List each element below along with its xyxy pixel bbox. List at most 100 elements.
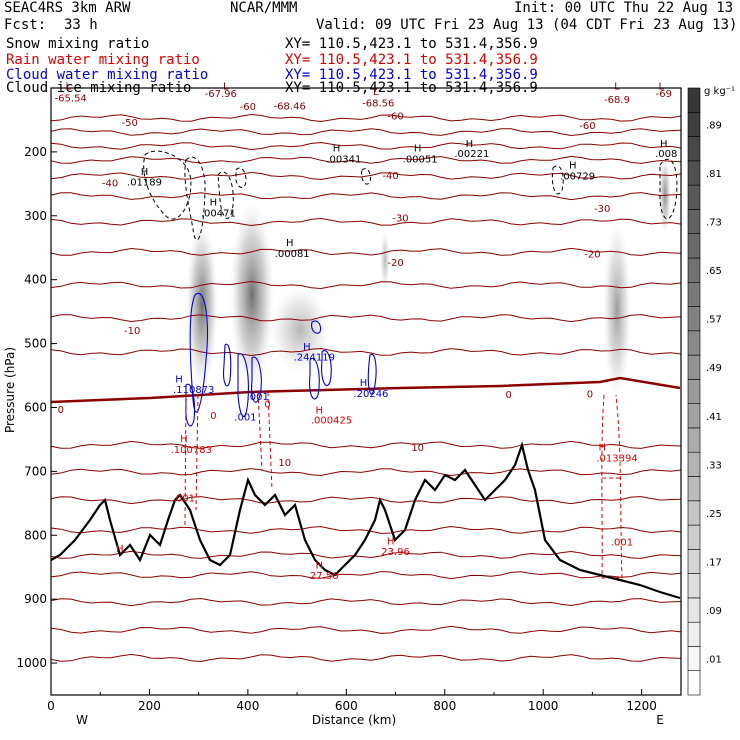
colorbar-swatch: [687, 500, 701, 526]
extremum-label: L: [223, 81, 229, 92]
y-tick-label: 700: [24, 464, 47, 478]
colorbar-label: .33: [706, 460, 722, 471]
isotherm-label: -60: [579, 121, 595, 132]
x-axis-title: Distance (km): [312, 713, 396, 727]
colorbar-swatch: [687, 112, 701, 137]
y-tick-label: 500: [24, 337, 47, 351]
isotherm-line: [50, 247, 682, 256]
extremum-label: L: [614, 81, 620, 92]
y-tick-label: 900: [24, 592, 47, 606]
cloud-water-contours: [185, 292, 377, 427]
extremum-label: .001: [247, 392, 269, 403]
isotherm-label: -10: [124, 326, 140, 337]
colorbar-swatch: [687, 209, 701, 234]
legend-snow-label: Snow mixing ratio: [6, 36, 150, 52]
isotherm-label: 0: [587, 389, 593, 400]
extremum-label: .244119: [294, 352, 335, 363]
colorbar-label: .09: [706, 606, 722, 617]
extremum-label: H: [116, 544, 124, 555]
extremum-label: 23.96: [381, 547, 410, 558]
colorbar-swatch: [687, 257, 701, 283]
extremum-label: L: [65, 81, 71, 92]
isotherm-line: [50, 525, 682, 534]
legend-rain-label: Rain water mixing ratio: [6, 52, 200, 68]
organization-label: NCAR/MMM: [230, 0, 298, 16]
forecast-hours: 33 h: [64, 17, 98, 33]
isotherm-label: -20: [584, 249, 600, 260]
extremum-label: H: [569, 161, 577, 172]
temperature-contours: [50, 113, 682, 663]
y-tick-label: 800: [24, 528, 47, 542]
isotherm-label: -60: [387, 111, 403, 122]
x-tick-label: 200: [138, 699, 161, 713]
colorbar-swatch: [687, 621, 701, 647]
extremum-label: H: [303, 342, 311, 353]
colorbar-swatch: [687, 403, 701, 429]
extremum-label: -67.96: [205, 89, 237, 100]
colorbar-label: .41: [706, 412, 722, 423]
colorbar-unit: g kg⁻¹: [704, 86, 735, 97]
isotherm-label: -20: [387, 258, 403, 269]
extremum-label: .000425: [311, 416, 352, 427]
colorbar-swatch: [687, 548, 701, 574]
colorbar-label: .89: [706, 120, 722, 131]
rain-contours: [184, 391, 623, 579]
extremum-label: .001: [234, 412, 256, 423]
colorbar-label: .01: [706, 655, 722, 666]
isotherm-line: [50, 625, 682, 634]
isotherm-label: -30: [594, 204, 610, 215]
isotherm-line: [50, 597, 682, 607]
colorbar-swatch: [687, 476, 701, 502]
y-axis-title: Pressure (hPa): [3, 347, 17, 433]
axes: 0 200 400 600 800 1000 1200 200300400500600700…: [3, 87, 682, 727]
colorbar-swatch: [687, 524, 701, 550]
y-tick-label: 300: [24, 209, 47, 223]
isotherm-label: 0: [58, 405, 64, 416]
isotherm-line: [50, 440, 682, 449]
extremum-label: .001: [611, 538, 633, 549]
isotherm-label: -50: [122, 118, 138, 129]
extremum-label: -68.46: [274, 101, 306, 112]
y-tick-label: 600: [24, 400, 47, 414]
extremum-label: H: [387, 536, 395, 547]
colorbar-swatch: [687, 306, 701, 332]
x-tick-label: 0: [47, 699, 55, 713]
isotherm-label: -40: [382, 171, 398, 182]
valid-time: Valid: 09 UTC Fri 23 Aug 13 (04 CDT Fri …: [316, 17, 738, 33]
extremum-label: H: [180, 434, 188, 445]
colorbar-swatch: [687, 573, 701, 599]
isotherm-line: [50, 217, 682, 227]
legend-cloud-water-label: Cloud water mixing ratio: [6, 67, 209, 83]
extremum-label: H: [466, 139, 474, 150]
colorbar-swatch: [687, 646, 701, 672]
extremum-label: .00221: [454, 149, 489, 160]
x-tick-label: 800: [433, 699, 456, 713]
colorbar-swatch: [687, 451, 701, 477]
snow-contours: [143, 150, 678, 241]
colorbar-swatch: [687, 379, 701, 404]
colorbar-label: .17: [706, 558, 722, 569]
isotherm-line: [50, 314, 682, 323]
extremum-label: H: [286, 238, 294, 249]
isotherm-line: [50, 155, 682, 164]
isotherm-line: [50, 347, 682, 357]
extremum-label: L: [659, 81, 665, 92]
isotherm-line: [50, 496, 682, 505]
extremum-label: H: [175, 375, 183, 386]
colorbar-swatch: [687, 597, 701, 623]
colorbar-swatch: [687, 184, 701, 210]
isotherm-line: [50, 128, 682, 137]
x-tick-label: 600: [335, 699, 358, 713]
isotherm-label: -60: [240, 102, 256, 113]
isotherm-label: -30: [392, 214, 408, 225]
extremum-label: .20246: [353, 389, 388, 400]
extremum-label: H: [333, 143, 341, 154]
colorbar-swatch: [687, 136, 701, 162]
colorbar-label: .25: [706, 509, 722, 520]
extremum-label: .00471: [201, 209, 236, 220]
extremum-label: .01189: [127, 177, 162, 188]
forecast-label: Fcst:: [4, 17, 47, 33]
isotherm-line: [50, 468, 682, 477]
extremum-label: .00341: [326, 154, 361, 165]
